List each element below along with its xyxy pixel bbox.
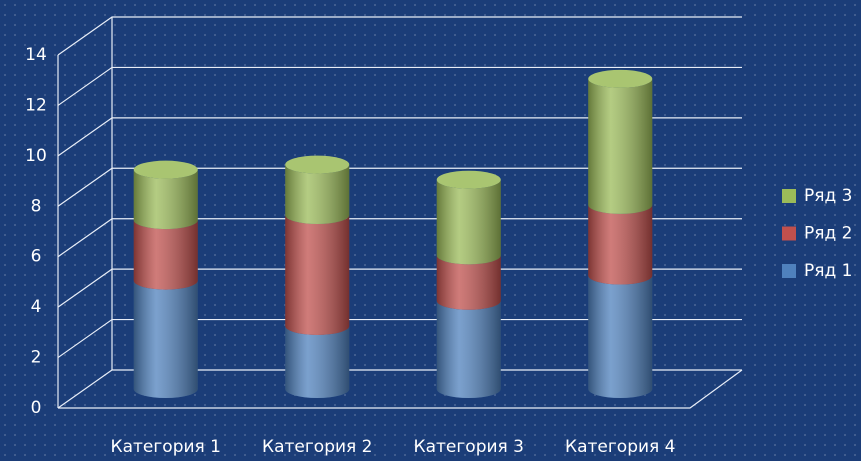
y-tick-label: 8	[31, 196, 42, 216]
cylinder-shade	[285, 325, 350, 398]
y-tick-label: 14	[25, 45, 47, 65]
cylinder-cap-shade	[133, 160, 198, 179]
cylinder-shade	[133, 280, 198, 398]
x-tick-label: Категория 4	[565, 437, 675, 457]
cylinder-shade	[436, 300, 501, 398]
cylinder-cap	[285, 155, 350, 174]
cylinder-shade	[588, 275, 653, 398]
legend-label: Ряд 3	[804, 186, 852, 206]
x-tick-label: Категория 1	[111, 437, 221, 457]
cylinder-shade	[436, 179, 501, 265]
y-tick-label: 0	[31, 398, 42, 418]
cylinder-shade	[133, 220, 198, 290]
y-tick-label: 12	[25, 95, 47, 115]
y-tick-label: 6	[31, 247, 42, 267]
cylinder-cap	[133, 160, 198, 179]
cylinder-cap-shade	[588, 69, 653, 88]
legend-label: Ряд 2	[804, 224, 852, 244]
legend-swatch	[782, 226, 796, 241]
x-tick-label: Категория 3	[414, 437, 524, 457]
legend-swatch	[782, 264, 796, 278]
cylinder-cap	[588, 69, 653, 88]
cylinder-cap	[436, 170, 501, 189]
legend-swatch	[782, 189, 796, 203]
cylinder-shade	[133, 169, 198, 230]
floor	[58, 369, 743, 409]
cylinder-shade	[285, 215, 350, 335]
legend-label: Ряд 1	[804, 261, 852, 281]
y-tick-label: 4	[31, 297, 42, 317]
cylinder-cap-shade	[285, 155, 350, 174]
y-tick-label: 10	[25, 146, 47, 166]
x-tick-label: Категория 2	[262, 437, 372, 457]
cylinder-shade	[588, 204, 653, 285]
cylinder-shade	[285, 164, 350, 225]
y-tick-label: 2	[31, 348, 42, 368]
grid-line	[57, 16, 742, 56]
cylinder-shade	[436, 255, 501, 310]
cylinder-cap-shade	[436, 170, 501, 189]
cylinder-shade	[588, 78, 653, 214]
